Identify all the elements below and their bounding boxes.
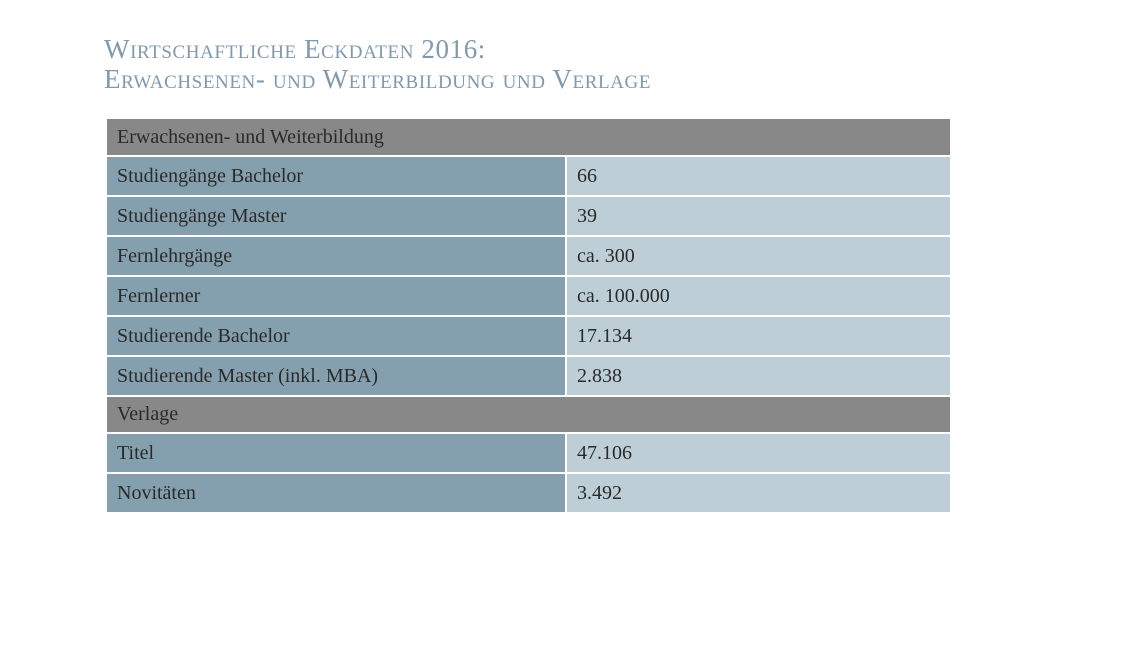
row-value: ca. 100.000 (565, 275, 952, 317)
row-value: 66 (565, 155, 952, 197)
section-header-row: Verlage (105, 396, 952, 434)
table-row: Fernlerner ca. 100.000 (105, 275, 952, 317)
section-header-row: Erwachsenen- und Weiterbildung (105, 119, 952, 157)
row-value: ca. 300 (565, 235, 952, 277)
table-row: Novitäten 3.492 (105, 472, 952, 514)
row-label: Studierende Master (inkl. MBA) (105, 355, 567, 397)
row-label: Fernlehrgänge (105, 235, 567, 277)
row-value: 39 (565, 195, 952, 237)
row-value: 3.492 (565, 472, 952, 514)
table-row: Studierende Bachelor 17.134 (105, 315, 952, 357)
row-label: Studiengänge Master (105, 195, 567, 237)
row-label: Studiengänge Bachelor (105, 155, 567, 197)
row-value: 47.106 (565, 432, 952, 474)
table-row: Titel 47.106 (105, 432, 952, 474)
section-heading-verlage: Verlage (105, 396, 952, 434)
table-row: Fernlehrgänge ca. 300 (105, 235, 952, 277)
table-row: Studiengänge Bachelor 66 (105, 155, 952, 197)
key-figures-table: Erwachsenen- und Weiterbildung Studiengä… (105, 119, 952, 514)
row-value: 2.838 (565, 355, 952, 397)
row-label: Novitäten (105, 472, 567, 514)
page-title: Wirtschaftliche Eckdaten 2016: Erwachsen… (104, 34, 651, 94)
row-label: Fernlerner (105, 275, 567, 317)
table-row: Studierende Master (inkl. MBA) 2.838 (105, 355, 952, 397)
table-row: Studiengänge Master 39 (105, 195, 952, 237)
page-title-line-1: Wirtschaftliche Eckdaten 2016: (104, 34, 486, 64)
row-label: Titel (105, 432, 567, 474)
row-value: 17.134 (565, 315, 952, 357)
page-title-line-2: Erwachsenen- und Weiterbildung und Verla… (104, 64, 652, 94)
row-label: Studierende Bachelor (105, 315, 567, 357)
section-heading-weiterbildung: Erwachsenen- und Weiterbildung (105, 119, 952, 157)
